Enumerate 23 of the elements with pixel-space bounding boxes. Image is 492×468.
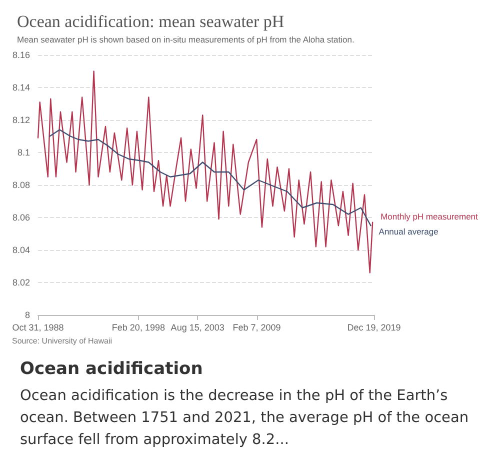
source-note: Source: University of Hawaii	[12, 336, 112, 346]
x-tick-label: Feb 7, 2009	[232, 322, 281, 332]
series-label: Annual average	[378, 226, 439, 237]
x-tick-label: Feb 20, 1998	[112, 322, 165, 332]
line-series	[49, 129, 372, 226]
x-tick-label: Aug 15, 2003	[170, 322, 224, 332]
text: Ocean acidification	[20, 359, 204, 379]
x-tick-label: Dec 19, 2019	[347, 322, 401, 332]
text: Ocean acidification is the decrease in the pH of the Earth’s ocean. Between 1751 and 2021, the average pH of the ocean surface fell from approximately 8.2...	[20, 387, 470, 450]
chart-subtitle: Mean seawater pH is shown based on in-situ measurements of pH from the Aloha station.	[17, 34, 354, 44]
y-tick-label: 8.14	[12, 82, 30, 92]
y-tick-label: 8.12	[12, 115, 30, 125]
chart-title: Ocean acidification: mean seawater pH	[17, 12, 284, 31]
y-tick-label: 8.06	[12, 212, 30, 222]
y-tick-label: 8.08	[12, 180, 30, 190]
y-tick-label: 8.02	[12, 278, 30, 288]
y-tick-label: 8.04	[12, 245, 30, 255]
x-tick-label: Oct 31, 1988	[12, 322, 64, 332]
line-series	[37, 70, 374, 274]
y-tick-label: 8.16	[12, 50, 30, 60]
y-tick-label: 8	[24, 310, 30, 320]
series-label: Monthly pH measurement	[380, 211, 479, 222]
y-tick-label: 8.1	[17, 148, 30, 158]
